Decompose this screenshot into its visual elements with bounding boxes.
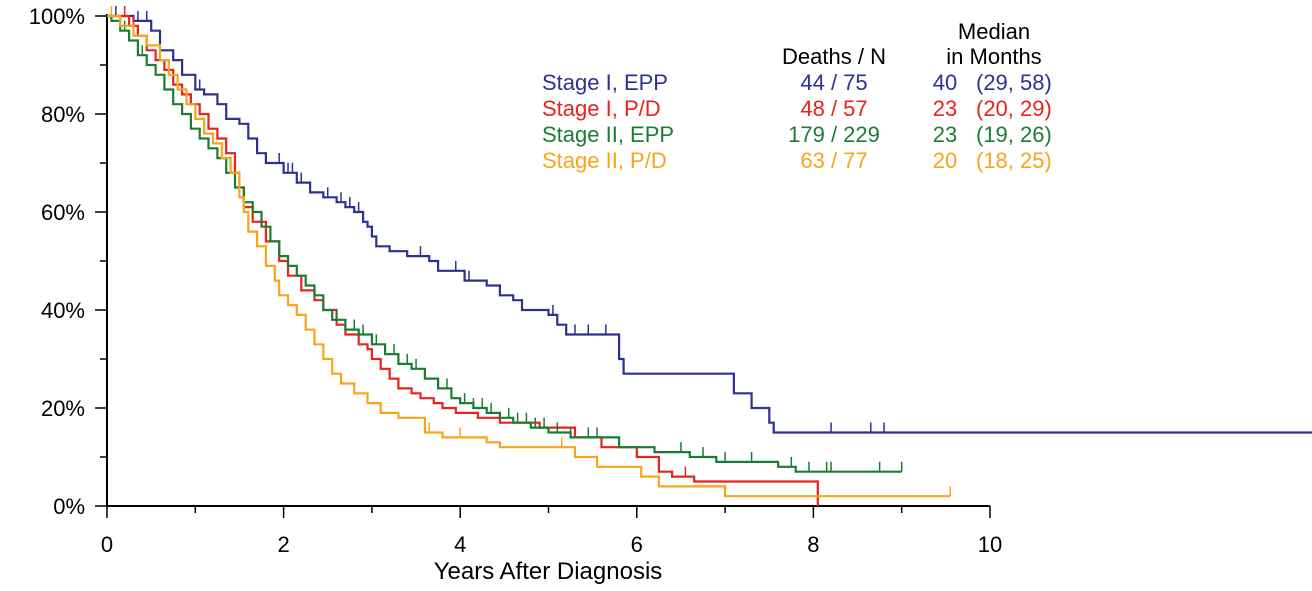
legend-median: 23 bbox=[933, 122, 957, 147]
x-tick-label: 2 bbox=[277, 532, 289, 557]
legend-row: Stage II, EPP 179 / 229 23 (19, 26) bbox=[542, 122, 1052, 147]
legend-median: 23 bbox=[933, 96, 957, 121]
legend-deaths-n: 179 / 229 bbox=[788, 122, 880, 147]
legend-ci: (18, 25) bbox=[976, 148, 1052, 173]
series-stage-i-p-d bbox=[107, 6, 818, 506]
survival-curve bbox=[107, 16, 818, 506]
y-tick-label: 100% bbox=[29, 4, 85, 29]
legend-deaths-n: 63 / 77 bbox=[800, 148, 867, 173]
legend-median: 40 bbox=[933, 70, 957, 95]
x-tick-label: 4 bbox=[454, 532, 466, 557]
x-tick-label: 10 bbox=[978, 532, 1002, 557]
x-tick-label: 8 bbox=[807, 532, 819, 557]
y-tick-label: 40% bbox=[41, 298, 85, 323]
y-tick-label: 80% bbox=[41, 102, 85, 127]
y-tick-label: 20% bbox=[41, 396, 85, 421]
x-tick-label: 6 bbox=[631, 532, 643, 557]
legend-header-median: Median bbox=[958, 19, 1030, 44]
legend-label: Stage II, EPP bbox=[542, 122, 674, 147]
survival-chart: 0% 20% 40% 60% 80% 100% 0 2 4 6 8 10 Deaths / N Medi… bbox=[0, 0, 1312, 591]
legend-row: Stage I, EPP 44 / 75 40 (29, 58) bbox=[542, 70, 1052, 95]
legend-ci: (29, 58) bbox=[976, 70, 1052, 95]
survival-curve bbox=[107, 16, 902, 472]
legend-header-deaths: Deaths / N bbox=[782, 44, 886, 69]
legend-median: 20 bbox=[933, 148, 957, 173]
survival-curves bbox=[107, 6, 1312, 506]
legend-deaths-n: 48 / 57 bbox=[800, 96, 867, 121]
y-tick-label: 0% bbox=[53, 494, 85, 519]
legend-header-months: in Months bbox=[946, 44, 1041, 69]
y-tick-label: 60% bbox=[41, 200, 85, 225]
legend-label: Stage I, P/D bbox=[542, 96, 661, 121]
legend-label: Stage I, EPP bbox=[542, 70, 668, 95]
x-axis-title: Years After Diagnosis bbox=[434, 558, 663, 585]
legend-row: Stage II, P/D 63 / 77 20 (18, 25) bbox=[542, 148, 1052, 173]
series-stage-ii-epp bbox=[107, 16, 902, 472]
legend-row: Stage I, P/D 48 / 57 23 (20, 29) bbox=[542, 96, 1052, 121]
legend-deaths-n: 44 / 75 bbox=[800, 70, 867, 95]
x-tick-label: 0 bbox=[101, 532, 113, 557]
legend-label: Stage II, P/D bbox=[542, 148, 667, 173]
legend-ci: (19, 26) bbox=[976, 122, 1052, 147]
legend-ci: (20, 29) bbox=[976, 96, 1052, 121]
